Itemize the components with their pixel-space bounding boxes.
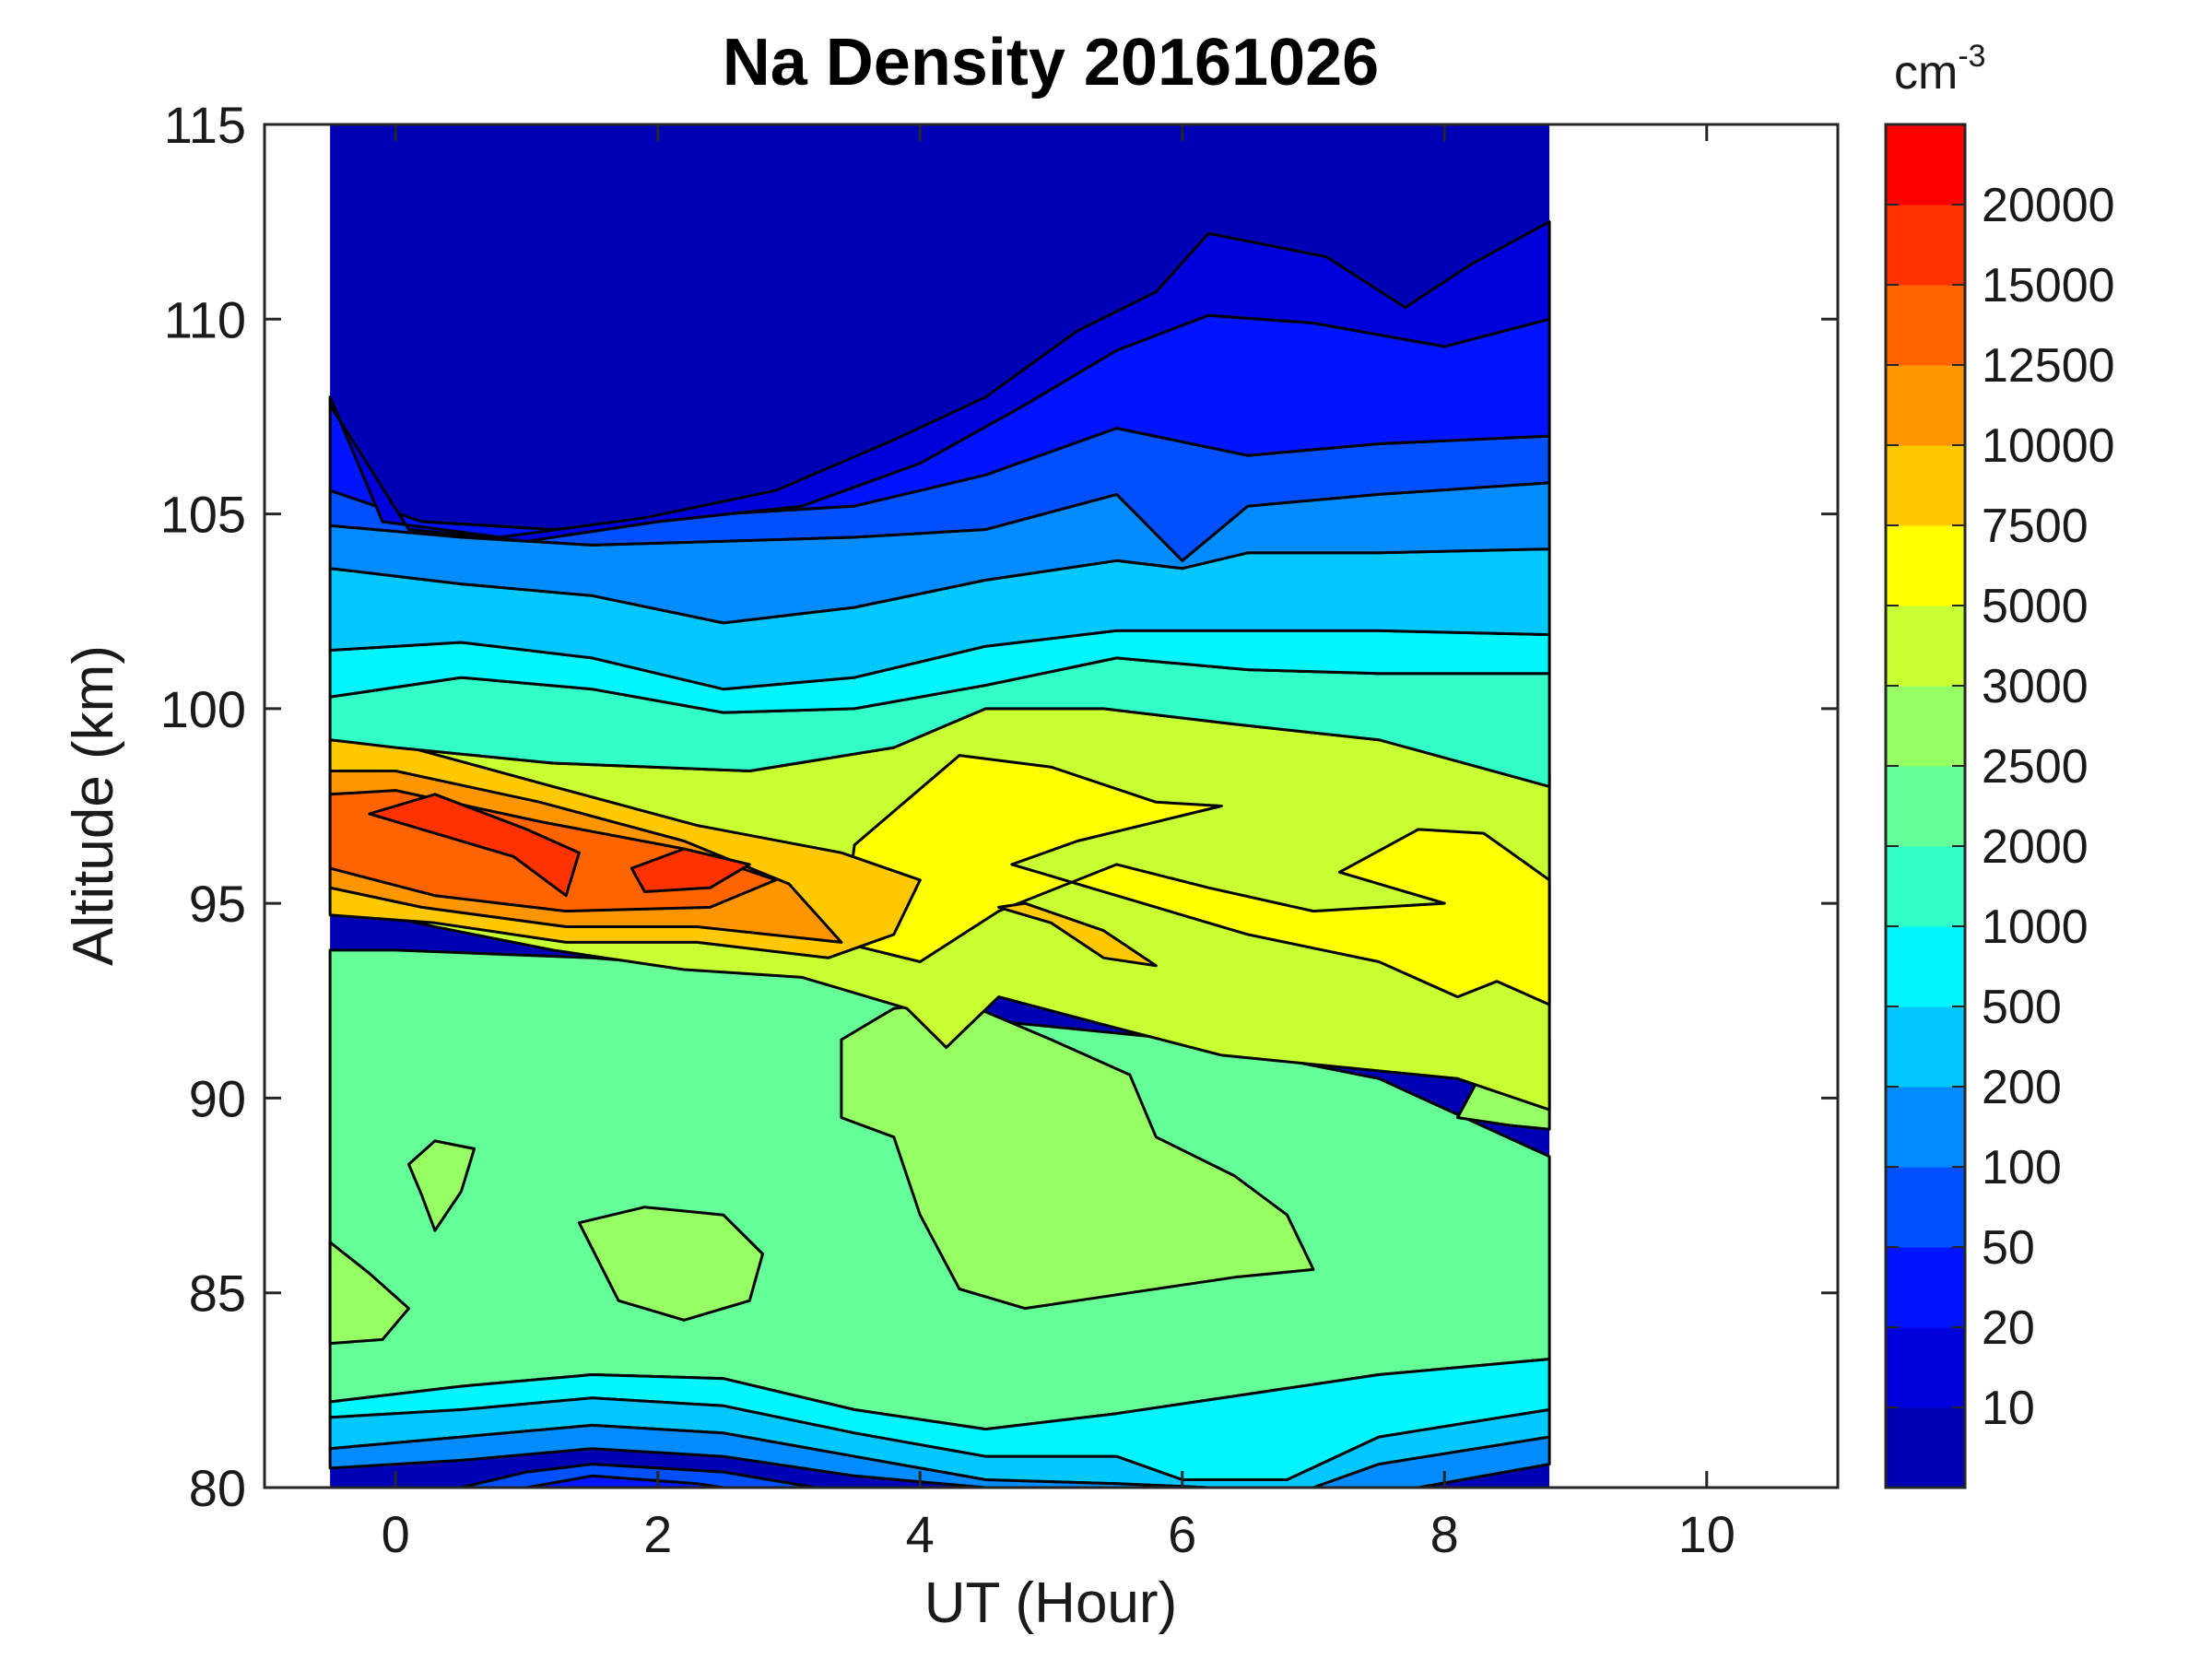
colorbar-label: 1000 xyxy=(1982,900,2088,954)
colorbar-segment xyxy=(1886,1167,1965,1248)
colorbar-segment xyxy=(1886,1087,1965,1168)
y-axis: 80 85 90 95 100 105 110 115 xyxy=(160,96,1838,1517)
colorbar-segment xyxy=(1886,124,1965,206)
y-tick-label: 100 xyxy=(160,680,246,738)
colorbar-segment xyxy=(1886,205,1965,286)
colorbar-label: 2500 xyxy=(1982,740,2088,794)
colorbar-label: 3000 xyxy=(1982,660,2088,713)
colorbar-label: 15000 xyxy=(1982,259,2115,312)
contour-layer-50-24 xyxy=(459,1463,817,1488)
x-axis-label: UT (Hour) xyxy=(924,1571,1177,1635)
colorbar-segment xyxy=(1886,926,1965,1007)
colorbar-segment xyxy=(1886,445,1965,526)
colorbar-label: 100 xyxy=(1982,1141,2062,1194)
colorbar-segment xyxy=(1886,525,1965,606)
colorbar-segment xyxy=(1886,606,1965,687)
contour-layer-20-25 xyxy=(525,1474,725,1488)
chart-title: Na Density 20161026 xyxy=(723,26,1379,100)
colorbar-label: 10000 xyxy=(1982,419,2115,473)
x-tick-label: 2 xyxy=(643,1505,672,1563)
colorbar-segment xyxy=(1886,1407,1965,1488)
x-tick-label: 4 xyxy=(906,1505,935,1563)
colorbar-unit-exponent: -3 xyxy=(1958,39,1985,74)
colorbar-label: 5000 xyxy=(1982,580,2088,633)
colorbar-label: 50 xyxy=(1982,1221,2035,1275)
y-tick-label: 110 xyxy=(164,290,246,348)
contour-layer-7500-9 xyxy=(997,901,1158,968)
x-tick-label: 8 xyxy=(1430,1505,1459,1563)
y-tick-label: 85 xyxy=(189,1265,246,1323)
colorbar-segment xyxy=(1886,365,1965,446)
x-tick-label: 0 xyxy=(382,1505,410,1563)
y-axis-label: Altitude (km) xyxy=(62,645,125,966)
colorbar-segment xyxy=(1886,766,1965,847)
colorbar-segment xyxy=(1886,846,1965,927)
colorbar-label: 10 xyxy=(1982,1382,2035,1435)
y-tick-label: 90 xyxy=(189,1069,246,1127)
contour-layer-15000-12 xyxy=(368,793,581,898)
contour-layers xyxy=(328,220,1551,1488)
colorbar-frame xyxy=(1884,123,1967,1489)
colorbar: 10 20 50 100 200 500 1000 2000 2500 3000 5000 7500 1… xyxy=(1884,123,2115,1489)
colorbar-label: 200 xyxy=(1982,1061,2062,1114)
contour-layer-5000-7 xyxy=(840,754,1551,1006)
colorbar-label: 500 xyxy=(1982,981,2062,1034)
colorbar-segment xyxy=(1886,1006,1965,1088)
contour-layer-2500-3 xyxy=(577,1206,764,1322)
y-tick-label: 95 xyxy=(189,875,246,933)
x-tick-label: 6 xyxy=(1168,1505,1196,1563)
colorbar-label: 12500 xyxy=(1982,339,2115,393)
y-tick-label: 80 xyxy=(189,1459,246,1517)
x-axis: 0 2 4 6 8 10 xyxy=(382,124,1735,1563)
colorbar-unit: cm-3 xyxy=(1894,39,1986,100)
colorbar-segment xyxy=(1886,1327,1965,1408)
contour-layer-100-23 xyxy=(328,1423,1551,1488)
plot-frame xyxy=(263,123,1840,1489)
colorbar-label: 2000 xyxy=(1982,820,2088,874)
colorbar-segment xyxy=(1886,285,1965,366)
colorbar-segment xyxy=(1886,686,1965,767)
y-tick-label: 105 xyxy=(160,486,246,544)
colorbar-label: 20 xyxy=(1982,1301,2035,1355)
plot-area xyxy=(328,124,1551,1488)
colorbar-segment xyxy=(1886,1247,1965,1328)
contour-layer-2500-4 xyxy=(407,1139,477,1232)
x-tick-label: 10 xyxy=(1678,1505,1735,1563)
colorbar-label: 7500 xyxy=(1982,500,2088,553)
contour-layer-10-20 xyxy=(328,220,1551,543)
contour-layer-15000-13 xyxy=(629,847,751,893)
y-tick-label: 115 xyxy=(164,96,246,154)
contour-layer-2500-2 xyxy=(328,1241,410,1346)
colorbar-unit-base: cm xyxy=(1894,46,1958,100)
colorbar-label: 20000 xyxy=(1982,179,2115,232)
